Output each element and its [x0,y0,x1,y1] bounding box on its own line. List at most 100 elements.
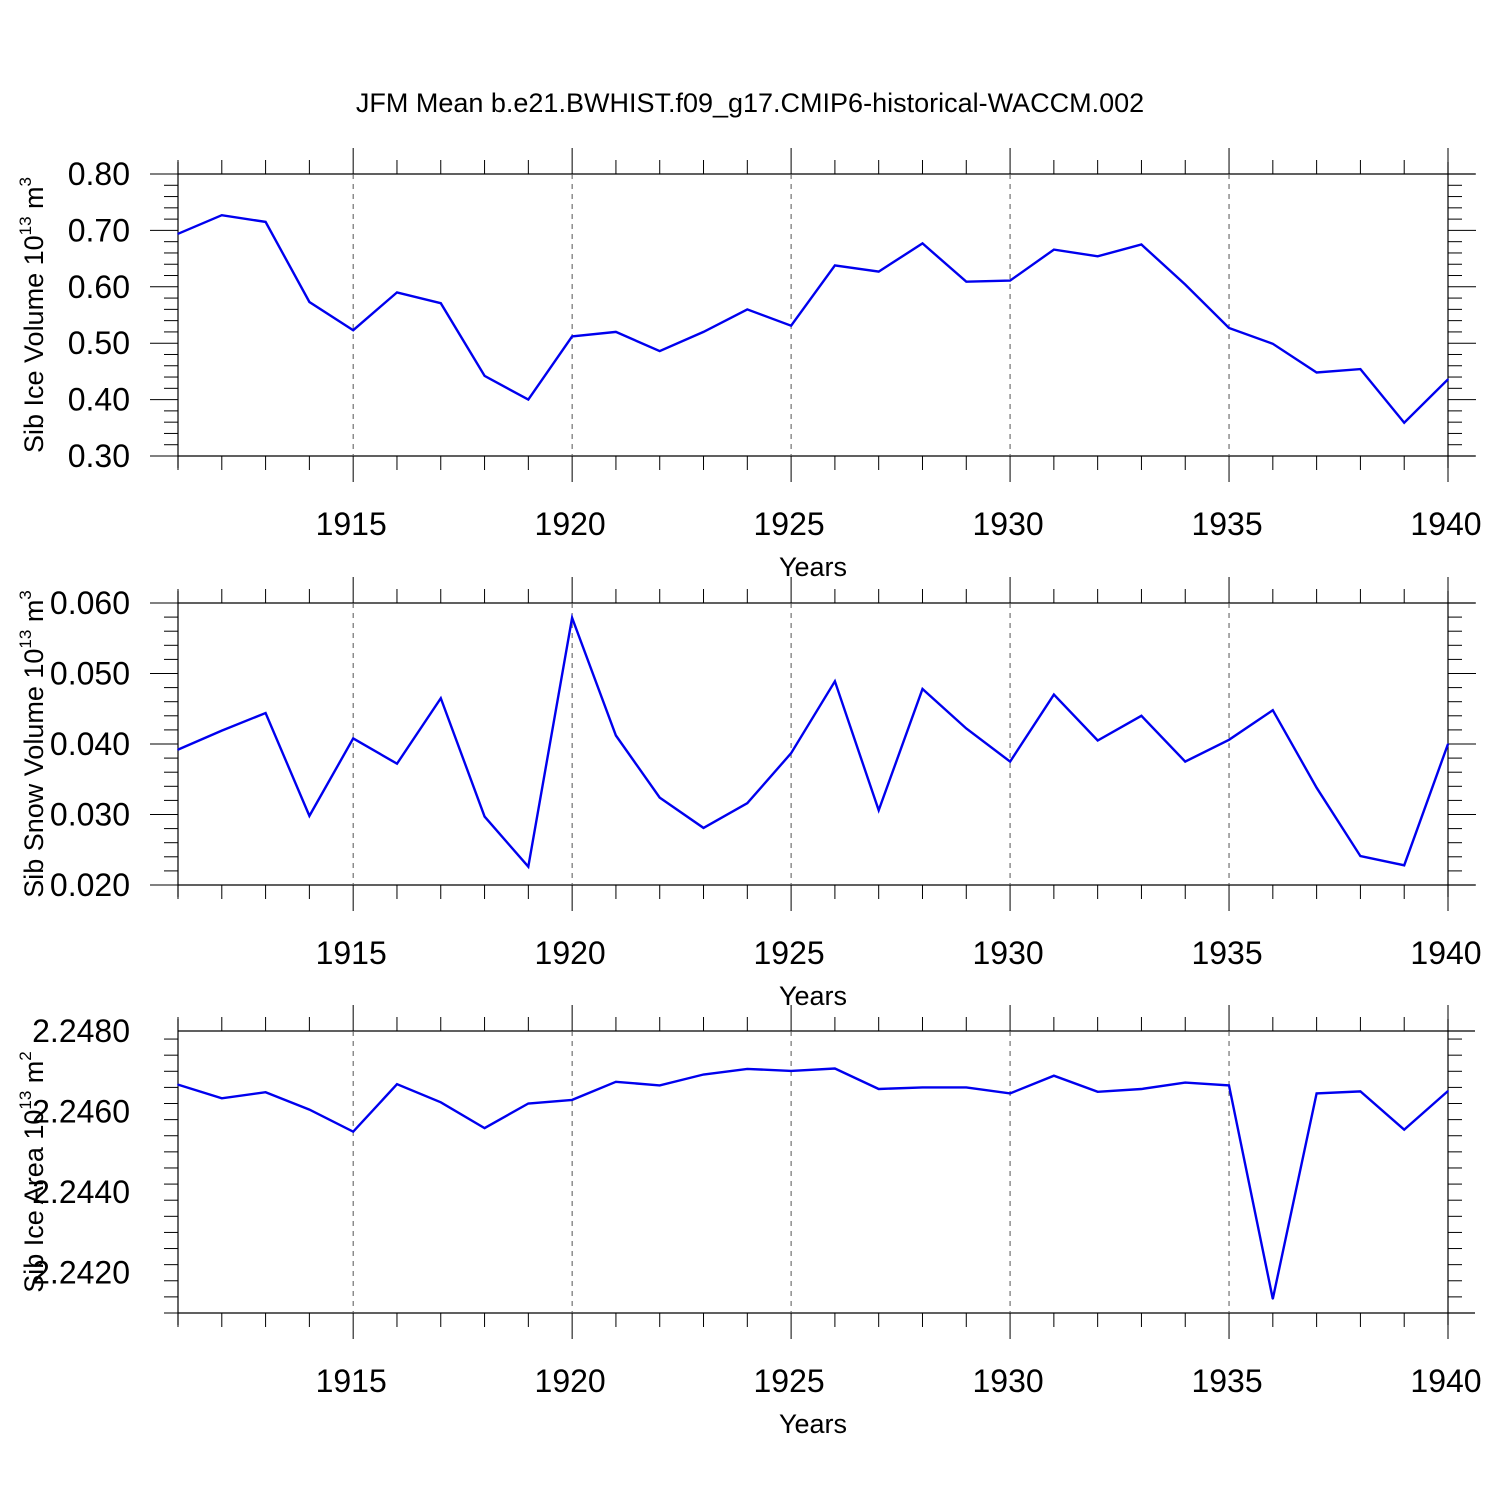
data-point [834,264,836,267]
x-tick-label: 1930 [972,1363,1043,1399]
y-tick-label: 0.40 [68,382,130,418]
data-point [615,331,617,333]
y-tick-label: 0.30 [68,438,130,474]
data-point [746,308,749,311]
data-point [1315,786,1318,789]
data-point [1272,1298,1274,1300]
y-axis-label-text: Sib Ice Area 10 [19,1110,49,1293]
data-point [921,1086,924,1089]
x-tick-label: 1925 [754,935,825,971]
y-tick-label: 2.2420 [32,1255,130,1291]
data-point [1096,1091,1099,1093]
data-point [1403,864,1405,867]
y-tick-label: 0.040 [50,726,130,762]
series-line [177,1067,1449,1300]
data-point [921,242,924,245]
data-point [658,1084,661,1087]
data-point [527,1102,530,1105]
data-point [483,375,486,377]
y-tick-label: 2.2480 [32,1013,130,1049]
x-tick-label: 1920 [535,506,606,542]
y-tick-label: 0.060 [50,585,130,621]
y-tick-label: 0.050 [50,656,130,692]
data-point [396,291,398,294]
y-axis-label: Sib Snow Volume 1013 m3 [16,590,49,898]
x-tick-label: 1915 [316,935,387,971]
data-point [396,762,398,765]
y-tick-label: 2.2460 [32,1094,130,1130]
data-point [352,1130,355,1133]
x-tick-label: 1935 [1191,506,1262,542]
data-point [1359,855,1362,857]
data-point [1403,1128,1405,1131]
data-point [483,815,486,818]
data-point [308,301,311,303]
x-tick-label: 1925 [754,1363,825,1399]
y-tick-label: 0.030 [50,797,130,833]
data-point [834,1067,836,1070]
data-point [221,1097,223,1100]
y-axis-label-unit: m [19,1061,49,1091]
data-point [571,335,573,338]
y-axis-label-exponent: 13 [16,1091,35,1110]
data-point [658,796,661,799]
figure-title: JFM Mean b.e21.BWHIST.f09_g17.CMIP6-hist… [356,88,1144,118]
data-point [965,1086,968,1089]
data-point [571,1099,573,1101]
panel-sib-ice-volume: 0.30 0.40 0.50 0.60 0.70 0.80 1915 1920 1925 1930… [16,148,1482,582]
data-point [702,331,705,333]
data-point [615,1081,617,1083]
data-point [1228,1084,1230,1087]
x-tick-label: 1915 [316,1363,387,1399]
data-point [527,398,530,401]
x-tick-label: 1915 [316,506,387,542]
data-point [615,734,617,737]
data-point [965,727,968,730]
data-point [1272,343,1274,345]
data-point [1403,421,1405,424]
x-tick-label: 1940 [1410,506,1481,542]
x-tick-label: 1935 [1191,935,1262,971]
data-point [1184,1081,1186,1084]
data-point [352,329,355,332]
data-point [1447,1090,1449,1092]
data-point [440,302,442,305]
y-tick-label: 2.2440 [32,1174,130,1210]
x-tick-label: 1920 [535,935,606,971]
data-point [264,221,267,223]
data-point [965,280,968,283]
x-tick-label: 1940 [1410,935,1481,971]
x-axis-label: Years [779,552,847,582]
data-point [1096,255,1099,258]
y-tick-label: 0.60 [68,269,130,305]
panel-sib-ice-area: 2.2420 2.2440 2.2460 2.2480 1915 1920 1925 1930… [16,1005,1482,1439]
y-tick-label: 0.80 [68,156,130,192]
data-point [352,737,355,740]
data-point [790,752,792,754]
data-point [1184,283,1186,286]
data-point [1053,1074,1055,1077]
data-point [1315,1092,1318,1095]
y-tick-label: 0.70 [68,212,130,248]
data-point [396,1083,398,1085]
data-point [221,729,223,732]
data-point [1184,760,1186,763]
y-axis-label-exponent: 13 [16,216,35,235]
data-point [790,1070,792,1072]
data-point [1009,1092,1011,1095]
data-point [1009,760,1011,763]
y-axis-label-unit: m [19,600,49,630]
x-tick-label: 1930 [972,935,1043,971]
data-point [1228,327,1230,329]
data-point [264,1091,267,1093]
y-axis-label-unit-exponent: 3 [16,177,35,186]
data-point [1228,739,1230,741]
y-axis-label-unit-exponent: 2 [16,1051,35,1060]
x-tick-label: 1925 [754,506,825,542]
data-point [921,688,924,690]
y-axis-label: Sib Ice Area 1013 m2 [16,1051,49,1293]
x-tick-label: 1920 [535,1363,606,1399]
y-axis-label-text: Sib Ice Volume 10 [19,235,49,453]
